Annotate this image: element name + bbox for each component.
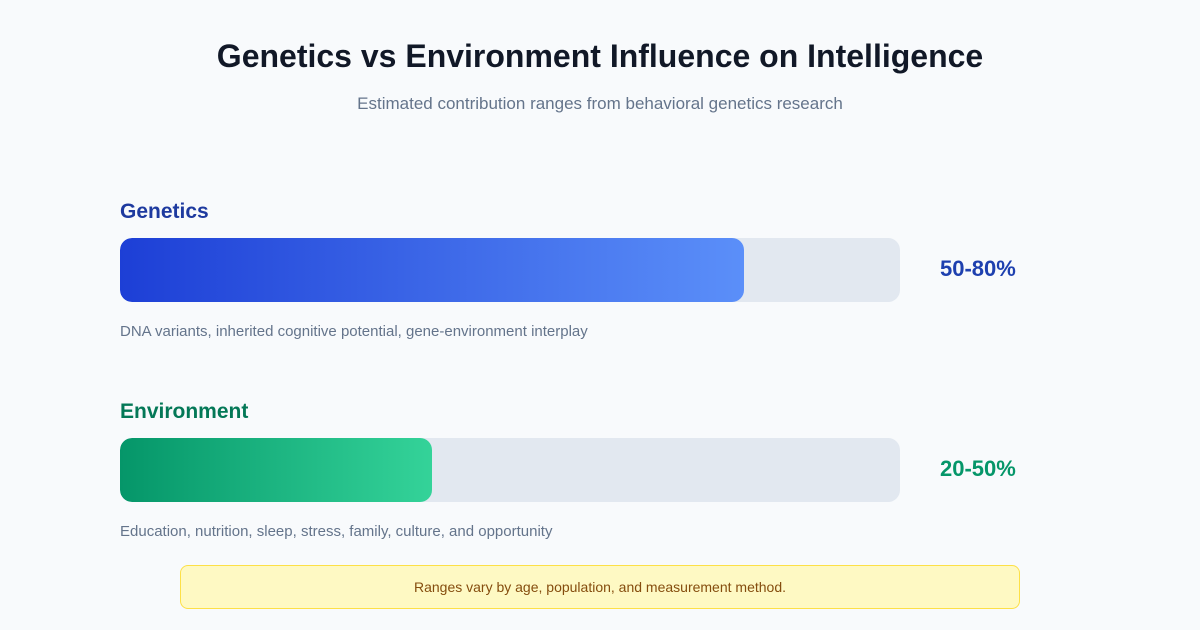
subtitle: Estimated contribution ranges from behav… (357, 94, 843, 113)
bar-fill (120, 438, 432, 502)
bar-track (120, 238, 900, 302)
range-label: 50-80% (940, 256, 1016, 281)
bar-track (120, 438, 900, 502)
note: Ranges vary by age, population, and meas… (180, 565, 1020, 609)
item-label: Genetics (120, 200, 209, 223)
item: Genetics 50-80% DNA variants, inherited co… (120, 200, 1080, 350)
title: Genetics vs Environment Influence on Int… (216, 38, 984, 74)
description: Education, nutrition, sleep, stress, fam… (120, 523, 553, 540)
range-label: 20-50% (940, 456, 1016, 481)
bar-fill (120, 238, 744, 302)
item-label: Environment (120, 400, 249, 423)
description: DNA variants, inherited cognitive potent… (120, 323, 588, 340)
item: Environment 20-50% Education, nutrition, s… (120, 400, 1080, 550)
